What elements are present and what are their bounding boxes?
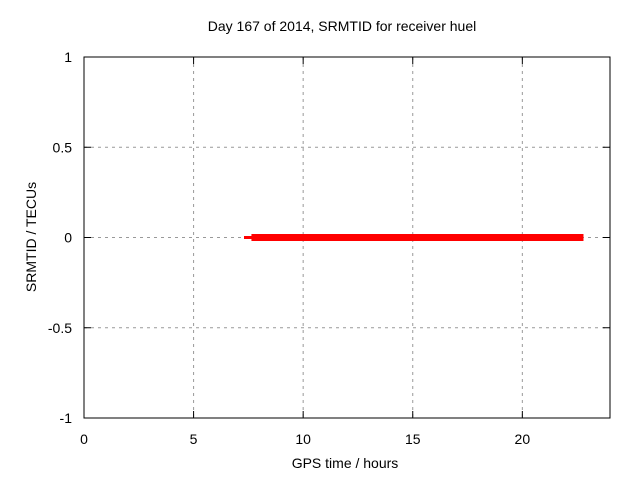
axis-ticks — [84, 57, 610, 418]
y-tick-label: -1 — [60, 410, 73, 426]
y-axis-label: SRMTID / TECUs — [23, 182, 39, 292]
x-tick-label: 0 — [80, 431, 88, 447]
x-axis-label: GPS time / hours — [292, 455, 399, 471]
plot-border — [83, 56, 611, 419]
y-tick-label: 1 — [64, 49, 72, 65]
chart-title: Day 167 of 2014, SRMTID for receiver hue… — [208, 18, 476, 34]
tick-labels: 0 5 10 15 20 1 0.5 0 -0.5 -1 — [48, 49, 530, 447]
x-tick-label: 20 — [515, 431, 531, 447]
y-tick-label: 0 — [64, 230, 72, 246]
x-tick-label: 10 — [295, 431, 311, 447]
y-tick-label: 0.5 — [53, 139, 73, 155]
x-tick-label: 5 — [190, 431, 198, 447]
y-tick-label: -0.5 — [48, 320, 72, 336]
x-tick-label: 15 — [405, 431, 421, 447]
